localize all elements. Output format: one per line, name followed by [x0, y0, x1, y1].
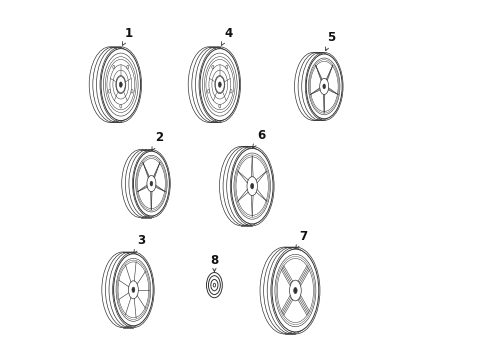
Text: 5: 5: [325, 31, 336, 51]
Ellipse shape: [215, 76, 225, 94]
Ellipse shape: [272, 249, 319, 332]
Ellipse shape: [212, 65, 214, 69]
Text: 3: 3: [134, 234, 146, 253]
Ellipse shape: [294, 287, 297, 294]
Ellipse shape: [231, 148, 273, 224]
Ellipse shape: [306, 54, 342, 119]
Ellipse shape: [147, 175, 156, 192]
Ellipse shape: [323, 84, 325, 89]
Text: 7: 7: [296, 230, 307, 248]
Text: 1: 1: [122, 27, 133, 45]
Ellipse shape: [113, 65, 115, 69]
Ellipse shape: [120, 104, 122, 108]
Ellipse shape: [133, 151, 170, 216]
Ellipse shape: [219, 82, 221, 87]
Ellipse shape: [101, 49, 141, 121]
Ellipse shape: [207, 90, 210, 93]
Ellipse shape: [128, 281, 138, 299]
Text: 4: 4: [221, 27, 232, 45]
Ellipse shape: [116, 76, 126, 94]
Ellipse shape: [219, 104, 221, 108]
Ellipse shape: [114, 254, 153, 326]
Ellipse shape: [247, 177, 257, 195]
Ellipse shape: [108, 90, 110, 93]
Text: 2: 2: [152, 131, 163, 150]
Text: 6: 6: [253, 129, 265, 148]
Ellipse shape: [131, 90, 133, 93]
Ellipse shape: [250, 183, 254, 189]
Ellipse shape: [206, 273, 222, 298]
Ellipse shape: [132, 287, 135, 292]
Ellipse shape: [150, 181, 153, 186]
Ellipse shape: [120, 82, 122, 87]
Ellipse shape: [230, 90, 232, 93]
Ellipse shape: [290, 280, 301, 301]
Ellipse shape: [200, 49, 240, 121]
Text: 8: 8: [210, 254, 219, 271]
Ellipse shape: [127, 65, 129, 69]
Ellipse shape: [226, 65, 228, 69]
Ellipse shape: [319, 78, 329, 94]
